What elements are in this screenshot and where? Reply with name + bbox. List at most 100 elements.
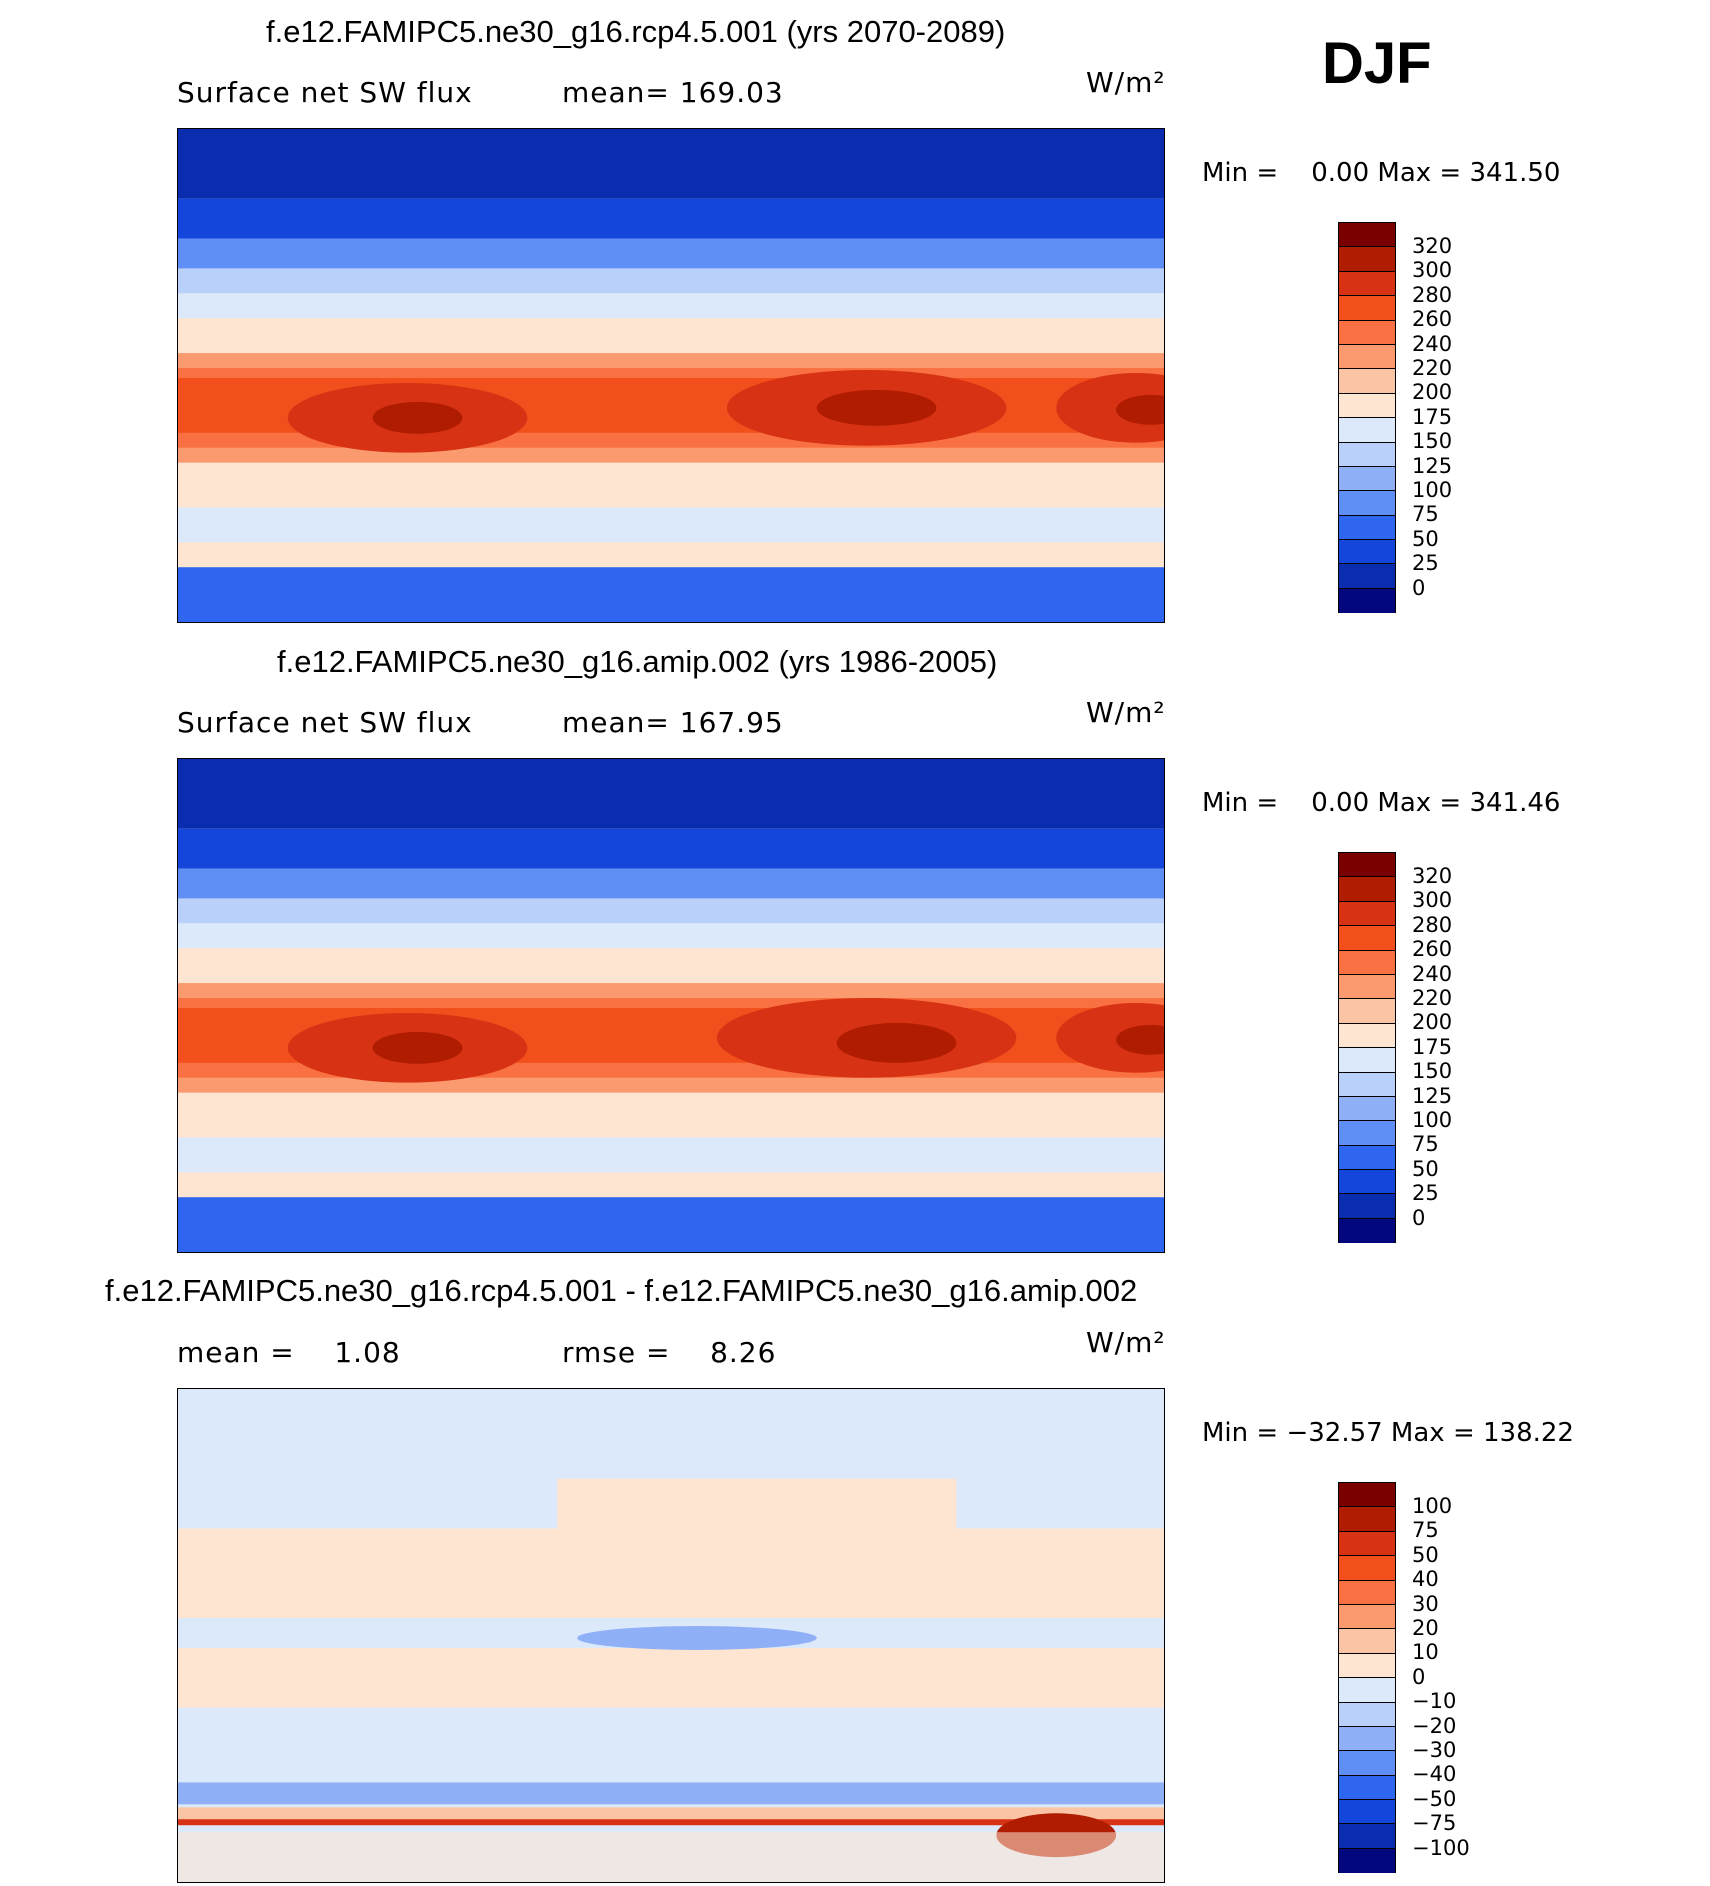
colorbar-level-label: 150: [1412, 1059, 1453, 1084]
colorbar-swatch: [1339, 974, 1395, 1000]
colorbar-level-label: 100: [1412, 1108, 1453, 1132]
colorbar-swatch: [1339, 1145, 1395, 1171]
colorbar-level-label: 175: [1412, 1034, 1453, 1059]
colorbar-level-label: 0: [1412, 1205, 1426, 1230]
colorbar-swatch: [1339, 466, 1395, 492]
colorbar-level-label: 100: [1412, 478, 1453, 502]
colorbar-level-label: 125: [1412, 453, 1453, 478]
colorbar-level-label: 50: [1412, 1156, 1439, 1181]
panel1-variable-label: Surface net SW flux: [177, 76, 473, 109]
colorbar-level-label: −10: [1412, 1689, 1457, 1714]
colorbar-swatch: [1339, 1751, 1395, 1776]
colorbar-level-label: 200: [1412, 380, 1453, 405]
colorbar-swatch: [1339, 999, 1395, 1024]
panel2-map: [177, 758, 1165, 1253]
colorbar-swatch: [1339, 1824, 1395, 1849]
colorbar-swatch: [1339, 223, 1395, 248]
colorbar-level-label: 0: [1412, 575, 1426, 600]
colorbar-swatch: [1339, 418, 1395, 443]
panel2-colorbar: [1338, 852, 1396, 1244]
panel3-minmax: Min = −32.57 Max = 138.22: [1202, 1418, 1574, 1448]
colorbar-level-label: −100: [1412, 1835, 1470, 1860]
colorbar-swatch: [1339, 1604, 1395, 1630]
colorbar-swatch: [1339, 1556, 1395, 1581]
colorbar-swatch: [1339, 1096, 1395, 1122]
colorbar-swatch: [1339, 1483, 1395, 1508]
colorbar-swatch: [1339, 491, 1395, 516]
panel2-title: f.e12.FAMIPC5.ne30_g16.amip.002 (yrs 198…: [277, 644, 998, 679]
colorbar-level-label: 25: [1412, 551, 1439, 576]
colorbar-level-label: −75: [1412, 1811, 1457, 1836]
colorbar-level-label: 280: [1412, 282, 1453, 307]
colorbar-swatch: [1339, 1678, 1395, 1703]
panel3-title: f.e12.FAMIPC5.ne30_g16.rcp4.5.001 - f.e1…: [105, 1273, 1138, 1308]
colorbar-level-label: 320: [1412, 234, 1453, 258]
panel1-map: [177, 128, 1165, 623]
colorbar-level-label: 100: [1412, 1494, 1453, 1518]
colorbar-level-label: 75: [1412, 502, 1439, 527]
panel1-minmax: Min = 0.00 Max = 341.50: [1202, 158, 1561, 188]
colorbar-swatch: [1339, 1023, 1395, 1049]
colorbar-level-label: 220: [1412, 356, 1453, 380]
colorbar-swatch: [1339, 853, 1395, 878]
colorbar-swatch: [1339, 1072, 1395, 1097]
panel3-rmse-label: rmse = 8.26: [562, 1336, 777, 1369]
colorbar-level-label: −50: [1412, 1786, 1457, 1811]
panel2-mean-label: mean= 167.95: [562, 706, 784, 739]
panel2-map-field: [178, 759, 1164, 1252]
colorbar-swatch: [1339, 271, 1395, 297]
colorbar-level-label: 40: [1412, 1567, 1439, 1592]
colorbar-level-label: 150: [1412, 429, 1453, 454]
panel1-units: W/m²: [1086, 66, 1166, 99]
colorbar-swatch: [1339, 1775, 1395, 1801]
colorbar-swatch: [1339, 1800, 1395, 1825]
colorbar-swatch: [1339, 540, 1395, 565]
season-label: DJF: [1322, 31, 1432, 96]
colorbar-swatch: [1339, 564, 1395, 589]
colorbar-level-label: 10: [1412, 1640, 1439, 1665]
colorbar-level-label: 50: [1412, 1542, 1439, 1567]
colorbar-swatch: [1339, 369, 1395, 394]
colorbar-level-label: 50: [1412, 526, 1439, 551]
colorbar-swatch: [1339, 1531, 1395, 1557]
colorbar-level-label: 300: [1412, 258, 1453, 283]
colorbar-swatch: [1339, 393, 1395, 419]
colorbar-level-label: −20: [1412, 1713, 1457, 1738]
colorbar-level-label: 200: [1412, 1010, 1453, 1035]
colorbar-swatch: [1339, 1580, 1395, 1605]
colorbar-swatch: [1339, 1507, 1395, 1532]
colorbar-swatch: [1339, 1653, 1395, 1679]
panel2-minmax: Min = 0.00 Max = 341.46: [1202, 788, 1561, 818]
panel1-colorbar: [1338, 222, 1396, 614]
colorbar-level-label: 175: [1412, 404, 1453, 429]
panel3-units: W/m²: [1086, 1326, 1166, 1359]
panel2-units: W/m²: [1086, 696, 1166, 729]
panel1-title: f.e12.FAMIPC5.ne30_g16.rcp4.5.001 (yrs 2…: [266, 14, 1006, 49]
panel3-colorbar: [1338, 1482, 1396, 1874]
colorbar-swatch: [1339, 950, 1395, 975]
colorbar-swatch: [1339, 1194, 1395, 1219]
colorbar-swatch: [1339, 320, 1395, 345]
colorbar-swatch: [1339, 1848, 1395, 1874]
colorbar-level-label: 320: [1412, 864, 1453, 888]
colorbar-swatch: [1339, 901, 1395, 927]
colorbar-level-label: 20: [1412, 1616, 1439, 1640]
colorbar-level-label: 75: [1412, 1132, 1439, 1157]
colorbar-swatch: [1339, 1170, 1395, 1195]
colorbar-swatch: [1339, 1726, 1395, 1752]
colorbar-level-label: 0: [1412, 1664, 1426, 1689]
panel2-variable-label: Surface net SW flux: [177, 706, 473, 739]
colorbar-swatch: [1339, 1048, 1395, 1073]
colorbar-level-label: 260: [1412, 307, 1453, 332]
colorbar-swatch: [1339, 1218, 1395, 1244]
colorbar-swatch: [1339, 588, 1395, 614]
colorbar-swatch: [1339, 442, 1395, 467]
colorbar-swatch: [1339, 247, 1395, 272]
colorbar-swatch: [1339, 515, 1395, 541]
panel3-mean-label: mean = 1.08: [177, 1336, 401, 1369]
colorbar-swatch: [1339, 344, 1395, 370]
colorbar-level-label: 260: [1412, 937, 1453, 962]
colorbar-swatch: [1339, 1702, 1395, 1727]
colorbar-level-label: 25: [1412, 1181, 1439, 1206]
colorbar-level-label: 125: [1412, 1083, 1453, 1108]
